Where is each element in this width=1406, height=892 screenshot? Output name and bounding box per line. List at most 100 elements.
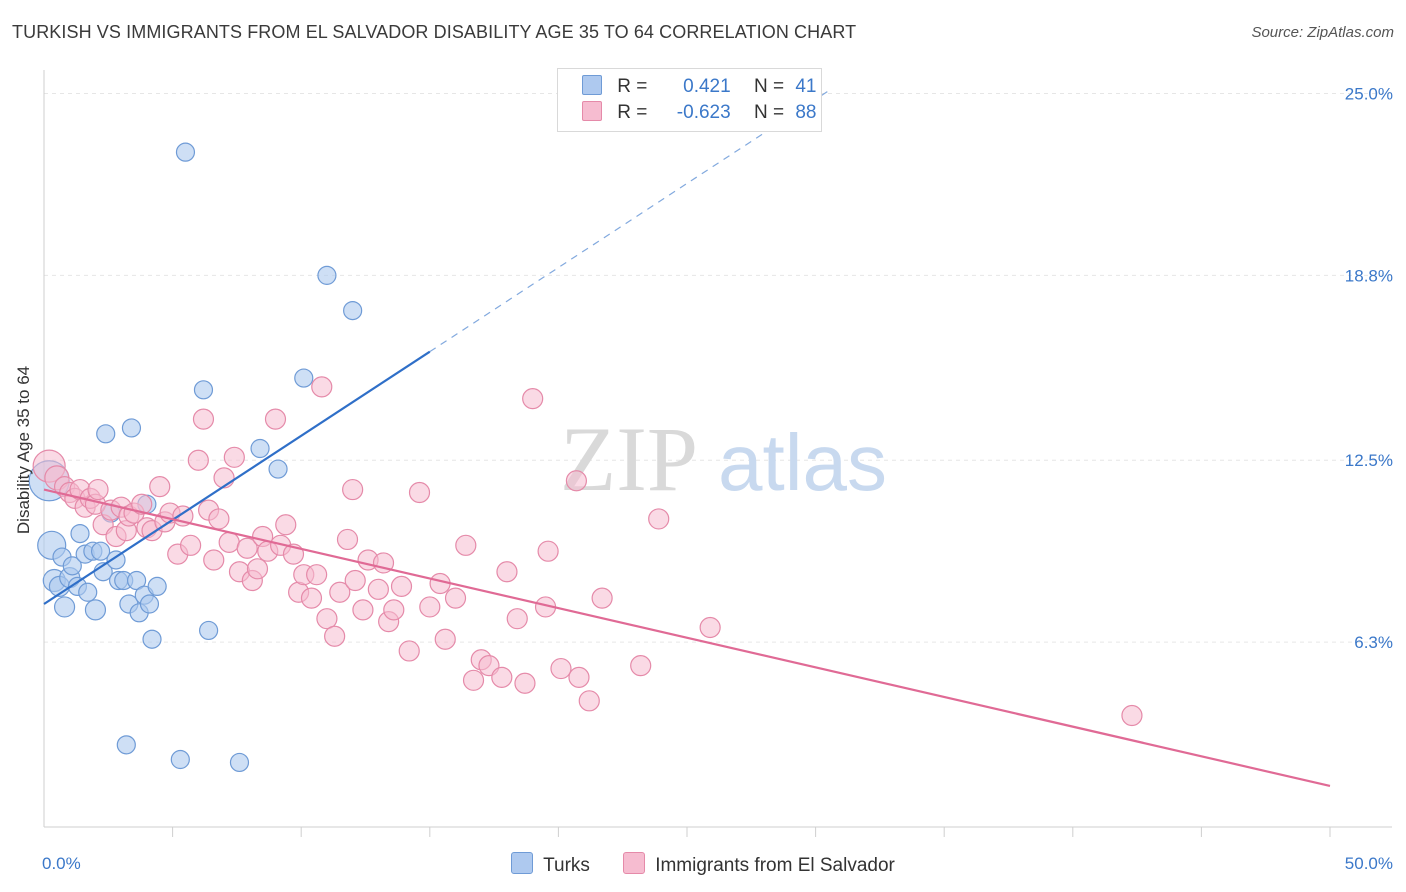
salvador-point-54 bbox=[344, 569, 366, 592]
series-legend-swatch-turks bbox=[511, 852, 534, 874]
turks-point-34 bbox=[193, 380, 214, 400]
trend-lines bbox=[43, 90, 1331, 787]
turks-point-9 bbox=[70, 523, 90, 544]
salvador-point-27 bbox=[192, 408, 215, 430]
salvador-point-84 bbox=[630, 655, 652, 677]
salvador-point-83 bbox=[591, 587, 613, 609]
series-legend-turks: Turks bbox=[511, 852, 590, 877]
turks-point-31 bbox=[170, 749, 190, 770]
turks-point-36 bbox=[250, 438, 270, 459]
salvador-point-66 bbox=[434, 628, 456, 650]
salvador-point-53 bbox=[342, 478, 364, 501]
legend-n-label-salvador: N = bbox=[753, 102, 785, 123]
series-turks-points bbox=[28, 142, 363, 773]
series-salvador-points bbox=[32, 376, 1143, 727]
source-note: Source: ZipAtlas.com bbox=[1251, 24, 1394, 41]
legend-n-label-turks: N = bbox=[753, 76, 785, 97]
turks-point-16 bbox=[96, 424, 116, 444]
salvador-point-79 bbox=[550, 657, 572, 680]
salvador-point-35 bbox=[236, 537, 258, 559]
salvador-point-57 bbox=[367, 578, 389, 600]
x-tick-label-1: 50.0% bbox=[1345, 854, 1393, 873]
legend-n-value-salvador: 88 bbox=[795, 102, 817, 123]
turks-point-28 bbox=[142, 629, 162, 649]
salvador-point-60 bbox=[383, 599, 405, 621]
salvador-point-81 bbox=[568, 666, 590, 688]
turks-trend-extension bbox=[429, 90, 829, 353]
salvador-point-80 bbox=[565, 470, 588, 492]
grid-lines bbox=[44, 92, 1392, 643]
series-legend: Turks Immigrants from El Salvador bbox=[0, 852, 1406, 877]
axes bbox=[43, 70, 1392, 837]
y-tick-label-1: 12.5% bbox=[1345, 451, 1393, 470]
salvador-point-48 bbox=[311, 376, 333, 398]
salvador-point-32 bbox=[218, 531, 240, 553]
salvador-point-64 bbox=[419, 596, 441, 618]
salvador-point-68 bbox=[455, 534, 477, 556]
salvador-point-51 bbox=[329, 581, 351, 603]
legend-r-label-salvador: R = bbox=[617, 102, 648, 123]
salvador-point-67 bbox=[444, 587, 467, 609]
legend-r-value-turks: 0.421 bbox=[683, 76, 731, 97]
salvador-point-82 bbox=[578, 690, 600, 712]
y-axis-label: Disability Age 35 to 64 bbox=[14, 365, 33, 535]
legend-r-label-turks: R = bbox=[617, 76, 648, 97]
salvador-point-62 bbox=[398, 640, 420, 662]
series-legend-swatch-salvador bbox=[623, 852, 646, 874]
turks-point-14 bbox=[90, 541, 111, 561]
salvador-point-25 bbox=[180, 534, 202, 556]
salvador-point-17 bbox=[131, 493, 153, 515]
salvador-point-78 bbox=[537, 540, 559, 562]
salvador-point-20 bbox=[149, 476, 171, 498]
turks-point-38 bbox=[294, 368, 314, 388]
legend-n-value-turks: 41 bbox=[795, 76, 817, 97]
salvador-point-55 bbox=[352, 599, 374, 621]
salvador-point-63 bbox=[408, 481, 431, 504]
salvador-point-72 bbox=[491, 666, 513, 688]
salvador-point-9 bbox=[87, 478, 109, 501]
x-tick-label-0: 0.0% bbox=[42, 854, 81, 873]
turks-point-33 bbox=[175, 142, 196, 162]
legend-row-turks: R = 0.421 N = 41 bbox=[582, 75, 816, 101]
salvador-point-29 bbox=[203, 549, 225, 571]
turks-point-29 bbox=[147, 576, 167, 597]
turks-point-18 bbox=[106, 550, 126, 570]
salvador-trend-line bbox=[43, 488, 1331, 787]
turks-point-37 bbox=[268, 459, 288, 479]
turks-point-32 bbox=[229, 752, 250, 773]
turks-point-7 bbox=[62, 556, 82, 576]
salvador-point-75 bbox=[514, 672, 536, 694]
series-legend-label-salvador: Immigrants from El Salvador bbox=[655, 855, 895, 876]
legend-row-salvador: R = -0.623 N = 88 bbox=[582, 101, 816, 127]
salvador-point-69 bbox=[462, 669, 485, 691]
salvador-point-30 bbox=[208, 508, 230, 530]
turks-point-27 bbox=[139, 594, 160, 614]
salvador-point-86 bbox=[699, 616, 721, 639]
y-axis-label-wrap: Disability Age 35 to 64 bbox=[4, 300, 44, 600]
series-legend-label-turks: Turks bbox=[543, 855, 590, 876]
salvador-point-87 bbox=[1121, 704, 1143, 727]
turks-point-35 bbox=[199, 620, 219, 641]
turks-point-40 bbox=[343, 300, 363, 321]
y-tick-label-0: 6.3% bbox=[1354, 633, 1393, 652]
turks-point-22 bbox=[121, 418, 142, 438]
salvador-point-33 bbox=[223, 446, 245, 468]
salvador-point-37 bbox=[246, 558, 269, 580]
salvador-point-31 bbox=[213, 467, 235, 489]
salvador-point-47 bbox=[306, 564, 328, 586]
legend-swatch-turks bbox=[582, 75, 602, 95]
watermark-atlas: atlas bbox=[718, 418, 887, 507]
turks-point-30 bbox=[116, 735, 136, 755]
salvador-point-52 bbox=[336, 528, 359, 551]
watermark-zip: ZIP bbox=[560, 408, 698, 510]
salvador-point-76 bbox=[522, 388, 544, 410]
salvador-point-50 bbox=[324, 625, 346, 647]
salvador-point-74 bbox=[506, 608, 528, 630]
salvador-point-61 bbox=[390, 575, 413, 598]
salvador-point-85 bbox=[648, 508, 670, 530]
turks-point-11 bbox=[78, 582, 98, 602]
salvador-point-40 bbox=[264, 408, 287, 430]
turks-point-5 bbox=[53, 596, 76, 618]
salvador-point-42 bbox=[275, 514, 297, 536]
